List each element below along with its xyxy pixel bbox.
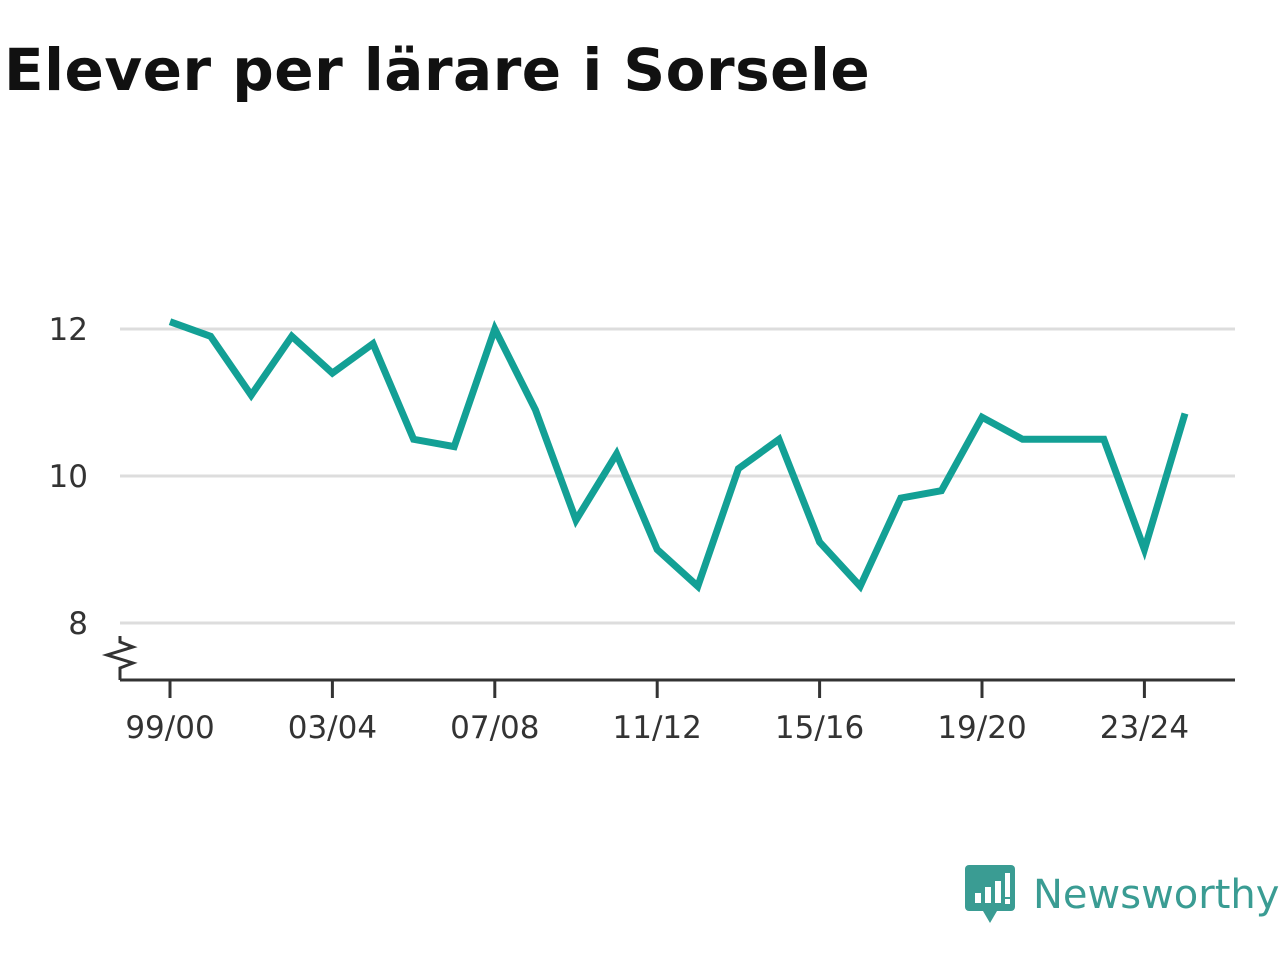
series-line-0 <box>168 318 1189 593</box>
series-group <box>168 318 1189 593</box>
x-tick-label-23/24: 23/24 <box>1100 710 1189 746</box>
x-tick-label-11/12: 11/12 <box>613 710 702 746</box>
x-tick-label-03/04: 03/04 <box>288 710 377 746</box>
y-tick-label-8: 8 <box>68 606 88 642</box>
x-axis <box>101 636 1235 682</box>
brand-name: Newsworthy <box>1033 872 1280 918</box>
x-tick-label-99/00: 99/00 <box>125 710 214 746</box>
x-tick-label-19/20: 19/20 <box>937 710 1026 746</box>
chart-title: Elever per lärare i Sorsele <box>4 36 871 104</box>
y-tick-label-12: 12 <box>49 312 88 348</box>
grid-lines <box>120 327 1235 625</box>
x-tick-label-15/16: 15/16 <box>775 710 864 746</box>
newsworthy-logo[interactable]: Newsworthy <box>965 865 1279 925</box>
x-tick-label-07/08: 07/08 <box>450 710 539 746</box>
y-axis-ticks: 8 10 12 <box>49 312 88 642</box>
y-axis-break <box>101 636 138 680</box>
x-axis-ticks: 99/00 03/04 07/08 11/12 15/16 19/20 23/24 <box>125 680 1189 746</box>
y-tick-label-10: 10 <box>49 459 88 495</box>
newsworthy-logo-icon <box>965 865 1015 923</box>
